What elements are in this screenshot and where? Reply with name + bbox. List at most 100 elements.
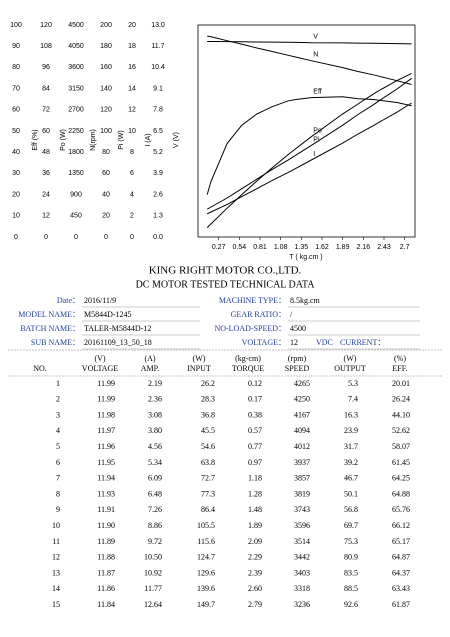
y-tick-label: 140 xyxy=(100,85,112,92)
table-cell: 11.90 xyxy=(97,521,115,530)
y-tick-label: 48 xyxy=(42,149,50,156)
y-tick-label: 3600 xyxy=(68,64,84,71)
y-tick-label: 120 xyxy=(100,107,112,114)
table-cell: 11.94 xyxy=(97,474,115,483)
table-cell: 10 xyxy=(52,521,60,530)
table-cell: 6.09 xyxy=(148,474,162,483)
info-label: Date： xyxy=(57,296,80,305)
table-cell: 66.12 xyxy=(392,521,410,530)
curve-label: Po xyxy=(313,127,322,134)
table-cell: 3.80 xyxy=(148,426,162,435)
info-value: 2016/11/9 xyxy=(84,296,116,305)
table-cell: 7 xyxy=(56,474,60,483)
info-value: M5844D-1245 xyxy=(84,310,132,319)
table-cell: 1.48 xyxy=(248,505,262,514)
table-cell: 7.4 xyxy=(348,395,358,404)
table-cell: 5 xyxy=(56,442,60,451)
info-label: VOLTAGE： xyxy=(242,338,286,347)
table-cell: 2.19 xyxy=(148,379,162,388)
y-tick-label: 5.2 xyxy=(153,149,163,156)
table-cell: 4265 xyxy=(294,379,310,388)
y-tick-label: 60 xyxy=(102,170,110,177)
table-cell: 20.01 xyxy=(392,379,410,388)
column-header: NO. xyxy=(33,364,47,373)
table-cell: 54.6 xyxy=(201,442,215,451)
info-value: 12 xyxy=(290,338,298,347)
table-cell: 23.9 xyxy=(344,426,358,435)
table-cell: 2.39 xyxy=(248,568,262,577)
table-cell: 80.9 xyxy=(344,553,358,562)
table-cell: 3819 xyxy=(294,489,310,498)
y-tick-label: 2250 xyxy=(68,128,84,135)
table-cell: 26.2 xyxy=(201,379,215,388)
info-label: MODEL NAME： xyxy=(18,310,80,319)
y-tick-label: 10.4 xyxy=(151,64,165,71)
table-cell: 149.7 xyxy=(197,600,215,609)
y-axis-title: V (V) xyxy=(173,132,180,148)
table-cell: 52.62 xyxy=(392,426,410,435)
y-tick-label: 2700 xyxy=(68,107,84,114)
table-cell: 2.29 xyxy=(248,553,262,562)
y-tick-label: 90 xyxy=(12,43,20,50)
column-unit: (V) xyxy=(94,354,105,363)
table-cell: 11.96 xyxy=(97,442,115,451)
table-cell: 11.93 xyxy=(97,489,115,498)
y-tick-label: 20 xyxy=(102,213,110,220)
table-cell: 61.45 xyxy=(392,458,410,467)
table-cell: 2.60 xyxy=(248,584,262,593)
y-tick-label: 50 xyxy=(12,128,20,135)
x-tick-label: 0.54 xyxy=(233,244,247,251)
table-cell: 56.8 xyxy=(344,505,358,514)
y-tick-label: 16 xyxy=(128,64,136,71)
x-tick-label: 1.35 xyxy=(295,244,309,251)
table-cell: 11.88 xyxy=(97,553,115,562)
table-cell: 3236 xyxy=(294,600,310,609)
y-tick-label: 6.5 xyxy=(153,128,163,135)
table-cell: 11.89 xyxy=(97,537,115,546)
y-tick-label: 6 xyxy=(130,170,134,177)
y-tick-label: 8 xyxy=(130,149,134,156)
table-cell: 75.3 xyxy=(344,537,358,546)
table-cell: 58.07 xyxy=(392,442,410,451)
y-tick-label: 0 xyxy=(104,234,108,241)
table-cell: 2.09 xyxy=(248,537,262,546)
table-cell: 11.84 xyxy=(97,600,115,609)
table-cell: 11.87 xyxy=(97,568,115,577)
y-tick-label: 160 xyxy=(100,64,112,71)
y-tick-label: 30 xyxy=(12,170,20,177)
y-tick-label: 7.8 xyxy=(153,107,163,114)
table-cell: 16.3 xyxy=(344,410,358,419)
y-tick-label: 4 xyxy=(130,191,134,198)
table-cell: 139.6 xyxy=(197,584,215,593)
plot-frame xyxy=(197,24,416,238)
table-cell: 115.6 xyxy=(197,537,215,546)
curve-label: Eff xyxy=(313,88,321,95)
table-cell: 11.95 xyxy=(97,458,115,467)
y-tick-label: 108 xyxy=(40,43,52,50)
y-axis-title: N(rpm) xyxy=(90,129,97,151)
y-tick-label: 0 xyxy=(74,234,78,241)
table-cell: 7.26 xyxy=(148,505,162,514)
table-cell: 11.86 xyxy=(97,584,115,593)
column-unit: (A) xyxy=(144,354,155,363)
table-cell: 8.86 xyxy=(148,521,162,530)
x-tick-label: 2.16 xyxy=(357,244,371,251)
y-tick-label: 4050 xyxy=(68,43,84,50)
table-cell: 3442 xyxy=(294,553,310,562)
table-cell: 88.5 xyxy=(344,584,358,593)
table-cell: 69.7 xyxy=(344,521,358,530)
table-cell: 11.99 xyxy=(97,379,115,388)
table-cell: 0.57 xyxy=(248,426,262,435)
table-cell: 11 xyxy=(52,537,60,546)
table-cell: 64.37 xyxy=(392,568,410,577)
table-cell: 2.79 xyxy=(248,600,262,609)
y-tick-label: 0 xyxy=(44,234,48,241)
table-cell: 124.7 xyxy=(197,553,215,562)
table-cell: 5.3 xyxy=(348,379,358,388)
column-header: AMP. xyxy=(141,364,159,373)
y-tick-label: 60 xyxy=(12,107,20,114)
table-cell: 36.8 xyxy=(201,410,215,419)
table-cell: 31.7 xyxy=(344,442,358,451)
table-cell: 63.8 xyxy=(201,458,215,467)
table-cell: 9 xyxy=(56,505,60,514)
